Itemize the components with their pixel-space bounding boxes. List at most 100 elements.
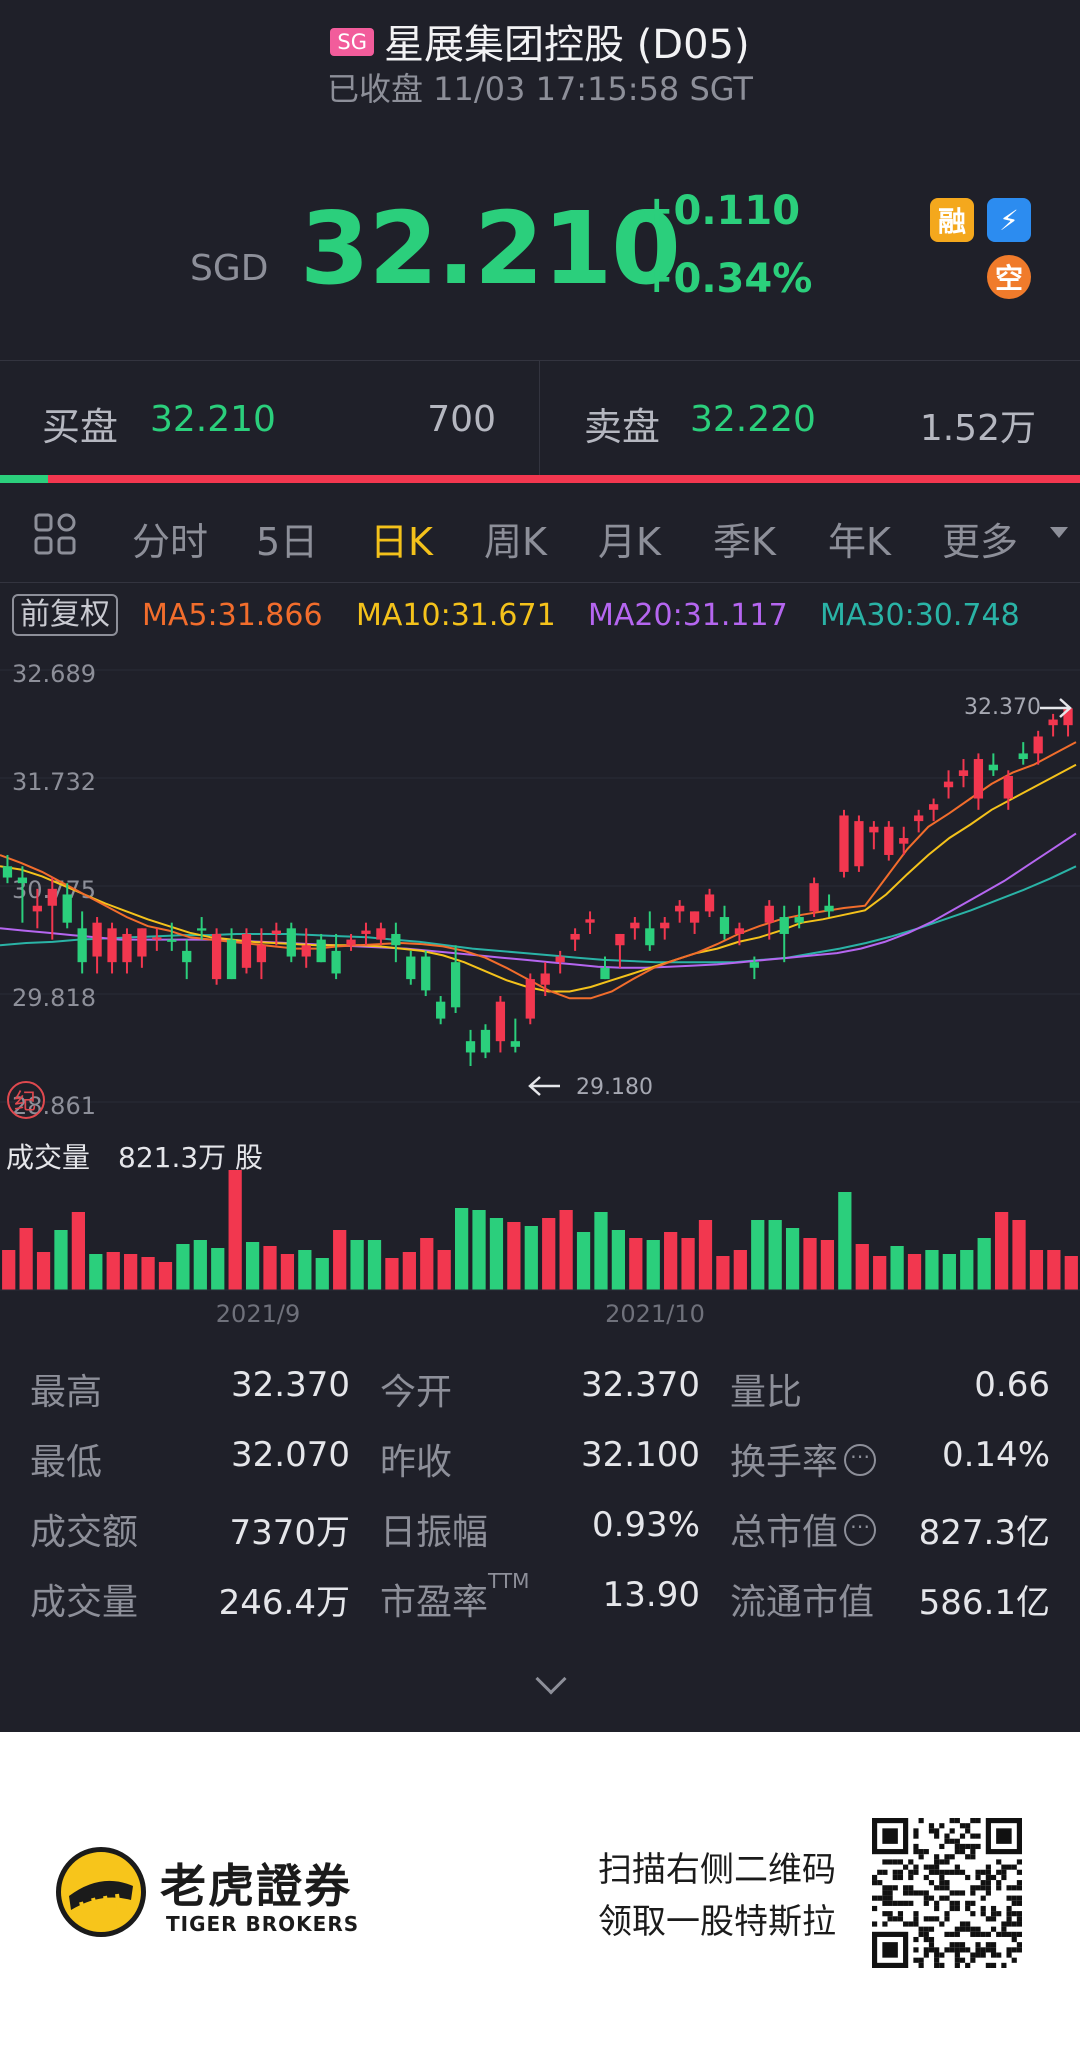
tab-daily-k[interactable]: 日K <box>370 520 433 564</box>
candle-body <box>107 928 117 963</box>
lightning-tag-icon[interactable]: ⚡ <box>987 198 1031 242</box>
ma30-value: MA30:30.748 <box>820 598 1020 633</box>
volume-bar <box>1064 1256 1078 1290</box>
stat-label-with-info: 总市值 ⋯ <box>730 1503 877 1555</box>
stat-value: 32.370 <box>581 1365 700 1405</box>
candle-body <box>167 939 177 942</box>
promo-line-2: 领取一股特斯拉 <box>598 1902 836 1942</box>
candle-body <box>794 917 804 923</box>
candle-body <box>17 877 28 884</box>
tab-intraday[interactable]: 分时 <box>132 520 209 564</box>
candle-body <box>600 967 610 980</box>
tab-5day[interactable]: 5日 <box>256 520 319 564</box>
candle-body <box>226 939 237 980</box>
candle-body <box>286 928 296 957</box>
volume-bar <box>2 1250 16 1290</box>
candle-body <box>361 930 371 934</box>
volume-bar <box>803 1238 817 1290</box>
volume-bar <box>437 1250 451 1290</box>
ma10-line <box>0 763 1077 993</box>
dropdown-arrow-icon[interactable] <box>1050 527 1068 538</box>
grid-menu-icon[interactable] <box>34 513 76 555</box>
stat-value: 7370万 <box>229 1513 350 1553</box>
y-tick-label: 29.818 <box>12 984 96 1012</box>
y-tick-label: 28.861 <box>12 1092 96 1120</box>
quote-header: SG 星展集团控股 (D05) 已收盘 11/03 17:15:58 SGT SG… <box>0 0 1080 360</box>
volume-bar <box>925 1250 939 1290</box>
candle-body <box>824 905 834 912</box>
candle-body <box>1033 736 1043 754</box>
candle-body <box>1018 753 1028 760</box>
info-icon[interactable]: ⋯ <box>844 1514 877 1546</box>
volume-bar <box>228 1170 242 1290</box>
ma20-value: MA20:31.117 <box>588 598 788 633</box>
stat-label: 流通市值 <box>730 1582 875 1623</box>
tab-quarterly-k[interactable]: 季K <box>713 520 776 564</box>
y-tick-label: 31.732 <box>12 768 96 796</box>
info-icon[interactable]: ⋯ <box>844 1444 877 1476</box>
stat-value: 32.070 <box>231 1435 350 1475</box>
volume-bar <box>280 1254 295 1290</box>
candle-body <box>301 945 311 957</box>
volume-value: 821.3万 股 <box>118 1141 264 1174</box>
candle-body <box>854 821 864 867</box>
candle-body <box>555 956 565 963</box>
stat-value: 32.100 <box>581 1435 700 1475</box>
volume-bar <box>733 1250 747 1290</box>
candle-body <box>943 781 954 788</box>
ma30-line <box>0 865 1077 964</box>
volume-bar <box>193 1240 207 1290</box>
volume-bar <box>542 1218 556 1290</box>
tab-more[interactable]: 更多 <box>942 520 1019 564</box>
stat-value: 13.90 <box>602 1575 700 1615</box>
volume-bar <box>611 1230 626 1290</box>
volume-bar <box>890 1246 904 1290</box>
candle-body <box>406 956 416 980</box>
tab-weekly-k[interactable]: 周K <box>484 520 547 564</box>
kline-chart-canvas[interactable]: 32.68931.73230.77529.81828.86132.37029.1… <box>0 640 1080 1340</box>
brand-name-en: TIGER BROKERS <box>166 1912 360 1936</box>
kline-chart[interactable]: 32.68931.73230.77529.81828.86132.37029.1… <box>0 640 1080 1340</box>
volume-bar <box>1029 1250 1044 1290</box>
volume-bar <box>489 1218 504 1290</box>
candle-body <box>615 933 625 946</box>
volume-bar <box>698 1220 713 1290</box>
candle-body <box>122 933 132 963</box>
low-marker-label: 29.180 <box>576 1075 653 1100</box>
stat-label: 今开 <box>380 1372 453 1413</box>
market-status: 已收盘 11/03 17:15:58 SGT <box>327 70 753 108</box>
stat-label-with-info: 换手率 ⋯ <box>730 1433 877 1485</box>
stat-label: 最低 <box>30 1442 103 1483</box>
candle-body <box>152 937 162 940</box>
candle-body <box>137 928 147 957</box>
high-arrow-icon <box>1040 698 1072 718</box>
stat-value: 246.4万 <box>218 1583 350 1623</box>
ma20-line <box>0 832 1077 969</box>
volume-bar <box>385 1258 399 1290</box>
volume-bar <box>245 1242 260 1290</box>
stat-label: 最高 <box>30 1372 103 1413</box>
bid-ask-ratio-bar <box>0 475 1080 483</box>
ma5-line <box>0 741 1077 1000</box>
ma10-value: MA10:31.671 <box>356 598 556 633</box>
high-marker-label: 32.370 <box>964 695 1041 720</box>
candle-body <box>988 764 998 771</box>
volume-bar <box>838 1192 852 1290</box>
candle-body <box>675 905 685 912</box>
volume-bar <box>873 1256 887 1290</box>
margin-tag-icon[interactable]: 融 <box>930 198 974 242</box>
volume-bar <box>333 1230 347 1290</box>
tab-yearly-k[interactable]: 年K <box>828 520 891 564</box>
stat-value: 0.14% <box>941 1435 1050 1475</box>
candle-body <box>570 933 580 940</box>
volume-bar <box>176 1244 190 1290</box>
short-tag-icon[interactable]: 空 <box>987 255 1031 299</box>
tab-monthly-k[interactable]: 月K <box>598 520 661 564</box>
currency-label: SGD <box>190 248 269 289</box>
candle-body <box>914 815 924 822</box>
promo-line-1: 扫描右侧二维码 <box>598 1850 836 1890</box>
x-tick-label: 2021/9 <box>216 1300 300 1328</box>
price-adjust-button[interactable]: 前复权 <box>12 594 118 636</box>
bid-price: 32.210 <box>150 399 276 440</box>
candle-body <box>660 922 670 929</box>
